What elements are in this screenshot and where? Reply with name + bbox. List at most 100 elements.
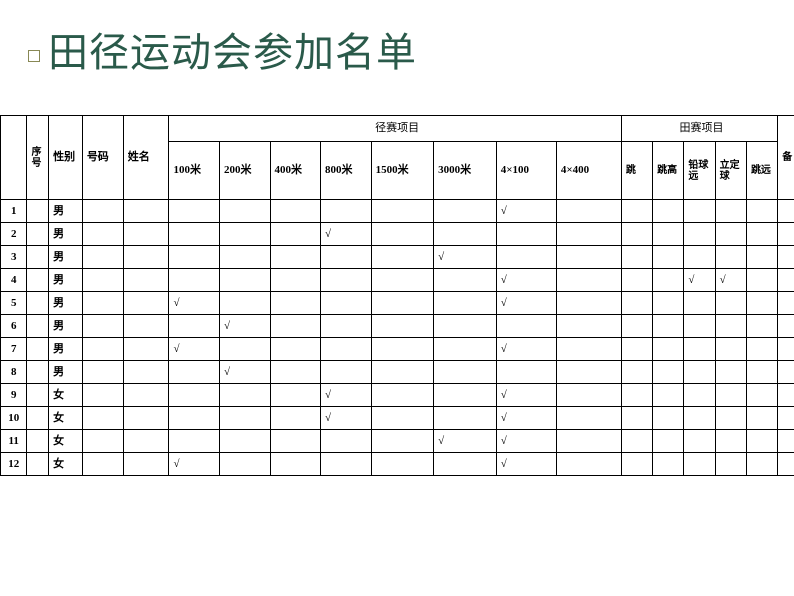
cell-field-0 bbox=[621, 292, 652, 315]
cell-track-1 bbox=[219, 269, 270, 292]
cell-field-1 bbox=[653, 384, 684, 407]
cell-track-4 bbox=[371, 361, 434, 384]
cell-idx: 12 bbox=[1, 453, 27, 476]
cell-name bbox=[123, 361, 169, 384]
cell-track-0 bbox=[169, 246, 220, 269]
cell-field-2 bbox=[684, 246, 715, 269]
cell-field-4 bbox=[746, 292, 777, 315]
cell-field-4 bbox=[746, 246, 777, 269]
cell-track-5: √ bbox=[434, 430, 497, 453]
table-row: 3男√ bbox=[1, 246, 794, 269]
cell-idx: 9 bbox=[1, 384, 27, 407]
cell-track-0 bbox=[169, 223, 220, 246]
cell-track-4 bbox=[371, 200, 434, 223]
cell-track-5 bbox=[434, 315, 497, 338]
cell-number bbox=[82, 407, 123, 430]
cell-idx: 10 bbox=[1, 407, 27, 430]
cell-track-7 bbox=[556, 223, 621, 246]
cell-seq bbox=[27, 315, 49, 338]
cell-field-3 bbox=[715, 361, 746, 384]
cell-track-3: √ bbox=[321, 407, 372, 430]
cell-track-3 bbox=[321, 315, 372, 338]
cell-idx: 2 bbox=[1, 223, 27, 246]
cell-track-4 bbox=[371, 315, 434, 338]
cell-name bbox=[123, 315, 169, 338]
cell-track-6: √ bbox=[496, 430, 556, 453]
cell-remark bbox=[778, 246, 794, 269]
cell-name bbox=[123, 407, 169, 430]
cell-gender: 男 bbox=[49, 246, 83, 269]
cell-track-6 bbox=[496, 223, 556, 246]
cell-field-1 bbox=[653, 453, 684, 476]
col-800m: 800米 bbox=[321, 142, 372, 200]
cell-track-5 bbox=[434, 361, 497, 384]
cell-field-3 bbox=[715, 223, 746, 246]
cell-field-0 bbox=[621, 200, 652, 223]
cell-track-2 bbox=[270, 269, 321, 292]
cell-field-0 bbox=[621, 269, 652, 292]
cell-number bbox=[82, 453, 123, 476]
cell-field-3 bbox=[715, 246, 746, 269]
cell-track-4 bbox=[371, 453, 434, 476]
cell-field-3 bbox=[715, 453, 746, 476]
cell-track-1 bbox=[219, 246, 270, 269]
cell-field-2 bbox=[684, 407, 715, 430]
col-field-1: 跳高 bbox=[653, 142, 684, 200]
col-field-group: 田赛项目 bbox=[621, 116, 777, 142]
cell-track-6: √ bbox=[496, 292, 556, 315]
cell-name bbox=[123, 430, 169, 453]
col-field-0: 跳 bbox=[621, 142, 652, 200]
cell-field-0 bbox=[621, 246, 652, 269]
cell-gender: 女 bbox=[49, 453, 83, 476]
cell-gender: 男 bbox=[49, 200, 83, 223]
cell-field-1 bbox=[653, 315, 684, 338]
cell-track-0: √ bbox=[169, 338, 220, 361]
cell-track-4 bbox=[371, 269, 434, 292]
cell-idx: 6 bbox=[1, 315, 27, 338]
cell-field-4 bbox=[746, 269, 777, 292]
cell-name bbox=[123, 246, 169, 269]
cell-number bbox=[82, 338, 123, 361]
cell-track-7 bbox=[556, 384, 621, 407]
cell-gender: 男 bbox=[49, 315, 83, 338]
cell-field-3 bbox=[715, 200, 746, 223]
cell-idx: 7 bbox=[1, 338, 27, 361]
cell-track-3 bbox=[321, 430, 372, 453]
col-3000m: 3000米 bbox=[434, 142, 497, 200]
cell-seq bbox=[27, 430, 49, 453]
cell-track-6 bbox=[496, 361, 556, 384]
cell-track-4 bbox=[371, 223, 434, 246]
col-remark: 备 bbox=[778, 116, 794, 200]
cell-name bbox=[123, 200, 169, 223]
cell-track-6: √ bbox=[496, 407, 556, 430]
cell-track-0 bbox=[169, 430, 220, 453]
cell-track-1 bbox=[219, 453, 270, 476]
cell-gender: 女 bbox=[49, 407, 83, 430]
cell-track-7 bbox=[556, 315, 621, 338]
cell-track-0: √ bbox=[169, 453, 220, 476]
cell-field-1 bbox=[653, 338, 684, 361]
cell-track-3 bbox=[321, 246, 372, 269]
cell-track-7 bbox=[556, 338, 621, 361]
cell-field-0 bbox=[621, 223, 652, 246]
col-field-2a: 铅球 bbox=[688, 160, 714, 171]
cell-track-7 bbox=[556, 269, 621, 292]
cell-track-1 bbox=[219, 384, 270, 407]
cell-remark bbox=[778, 269, 794, 292]
cell-field-3 bbox=[715, 384, 746, 407]
cell-seq bbox=[27, 223, 49, 246]
cell-field-1 bbox=[653, 292, 684, 315]
col-number: 号码 bbox=[82, 116, 123, 200]
cell-seq bbox=[27, 200, 49, 223]
cell-field-0 bbox=[621, 361, 652, 384]
table-row: 12女√√ bbox=[1, 453, 794, 476]
roster-table-wrap: 序号 性别 号码 姓名 径赛项目 田赛项目 备 100米 200米 400米 8… bbox=[0, 115, 794, 476]
cell-field-1 bbox=[653, 361, 684, 384]
cell-track-3 bbox=[321, 361, 372, 384]
col-field-3: 立定 球 bbox=[715, 142, 746, 200]
cell-track-7 bbox=[556, 361, 621, 384]
col-name: 姓名 bbox=[123, 116, 169, 200]
cell-track-4 bbox=[371, 407, 434, 430]
cell-field-0 bbox=[621, 430, 652, 453]
table-row: 7男√√ bbox=[1, 338, 794, 361]
